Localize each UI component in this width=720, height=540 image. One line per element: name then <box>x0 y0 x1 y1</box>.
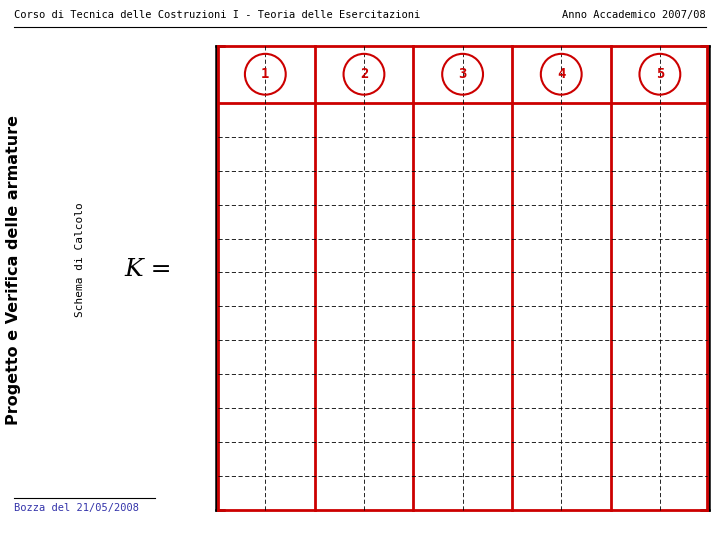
Text: Anno Accademico 2007/08: Anno Accademico 2007/08 <box>562 10 706 20</box>
Text: Progetto e Verifica delle armature: Progetto e Verifica delle armature <box>6 115 22 425</box>
Text: 2: 2 <box>360 68 368 81</box>
Text: 1: 1 <box>261 68 269 81</box>
Text: 3: 3 <box>459 68 467 81</box>
Text: K =: K = <box>124 259 172 281</box>
Text: 5: 5 <box>656 68 664 81</box>
Text: Schema di Calcolo: Schema di Calcolo <box>75 202 85 318</box>
Text: 4: 4 <box>557 68 565 81</box>
Text: Bozza del 21/05/2008: Bozza del 21/05/2008 <box>14 503 139 513</box>
Text: Corso di Tecnica delle Costruzioni I - Teoria delle Esercitazioni: Corso di Tecnica delle Costruzioni I - T… <box>14 10 420 20</box>
